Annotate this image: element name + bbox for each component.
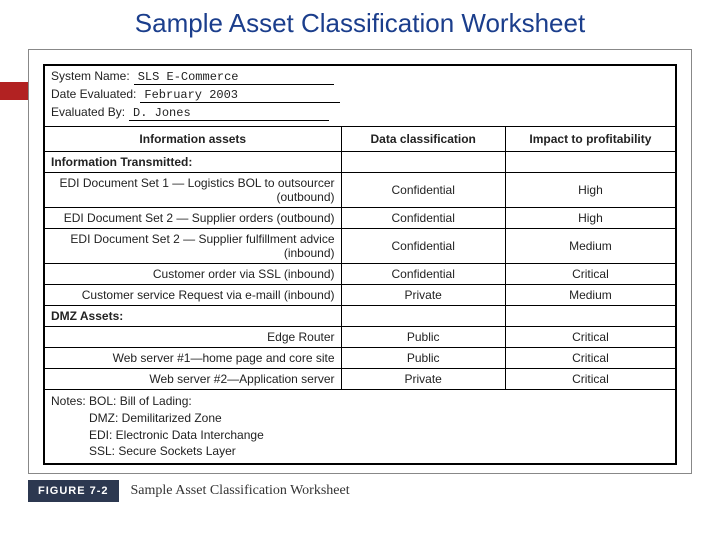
table-row: Customer order via SSL (inbound) Confide… [44,264,676,285]
asset-cell: EDI Document Set 2 — Supplier orders (ou… [44,208,341,229]
table-row: EDI Document Set 2 — Supplier orders (ou… [44,208,676,229]
table-row: Edge Router Public Critical [44,327,676,348]
impact-cell: Medium [505,229,676,264]
date-evaluated-label: Date Evaluated: [51,87,140,101]
empty-cell [505,306,676,327]
system-name-label: System Name: [51,69,134,83]
impact-cell: Critical [505,348,676,369]
evaluated-by-value: D. Jones [129,106,329,121]
figure-caption-bar: FIGURE 7-2 Sample Asset Classification W… [28,480,692,502]
table-row: Web server #1—home page and core site Pu… [44,348,676,369]
asset-cell: Customer service Request via e-maill (in… [44,285,341,306]
notes-line: SSL: Secure Sockets Layer [51,443,669,460]
date-evaluated-value: February 2003 [140,88,340,103]
section-dmz-label: DMZ Assets: [44,306,341,327]
meta-cell: System Name: SLS E-Commerce Date Evaluat… [44,65,676,127]
classification-cell: Confidential [341,229,505,264]
section-transmitted-label: Information Transmitted: [44,152,341,173]
empty-cell [505,152,676,173]
notes-cell: Notes: BOL: Bill of Lading: DMZ: Demilit… [44,390,676,465]
notes-line: EDI: Electronic Data Interchange [51,427,669,444]
asset-cell: Customer order via SSL (inbound) [44,264,341,285]
classification-cell: Public [341,327,505,348]
impact-cell: Critical [505,264,676,285]
classification-cell: Confidential [341,208,505,229]
asset-cell: Edge Router [44,327,341,348]
system-name-value: SLS E-Commerce [134,70,334,85]
asset-cell: EDI Document Set 1 — Logistics BOL to ou… [44,173,341,208]
impact-cell: Critical [505,327,676,348]
notes-lead: Notes: BOL: Bill of Lading: [51,393,669,410]
impact-cell: High [505,173,676,208]
figure-badge: FIGURE 7-2 [28,480,119,502]
table-row: Web server #2—Application server Private… [44,369,676,390]
empty-cell [341,306,505,327]
header-classification: Data classification [341,127,505,152]
accent-bar [0,82,28,100]
table-row: EDI Document Set 2 — Supplier fulfillmen… [44,229,676,264]
asset-cell: Web server #2—Application server [44,369,341,390]
classification-cell: Public [341,348,505,369]
figure-caption-text: Sample Asset Classification Worksheet [119,483,350,499]
asset-cell: Web server #1—home page and core site [44,348,341,369]
notes-line: DMZ: Demilitarized Zone [51,410,669,427]
slide-title: Sample Asset Classification Worksheet [0,0,720,43]
evaluated-by-label: Evaluated By: [51,105,129,119]
table-row: Customer service Request via e-maill (in… [44,285,676,306]
figure-frame: System Name: SLS E-Commerce Date Evaluat… [28,49,692,474]
classification-cell: Private [341,285,505,306]
classification-cell: Private [341,369,505,390]
empty-cell [341,152,505,173]
table-row: EDI Document Set 1 — Logistics BOL to ou… [44,173,676,208]
impact-cell: High [505,208,676,229]
classification-cell: Confidential [341,264,505,285]
header-impact: Impact to profitability [505,127,676,152]
classification-cell: Confidential [341,173,505,208]
asset-cell: EDI Document Set 2 — Supplier fulfillmen… [44,229,341,264]
impact-cell: Critical [505,369,676,390]
impact-cell: Medium [505,285,676,306]
header-assets: Information assets [44,127,341,152]
worksheet-table: System Name: SLS E-Commerce Date Evaluat… [43,64,677,465]
